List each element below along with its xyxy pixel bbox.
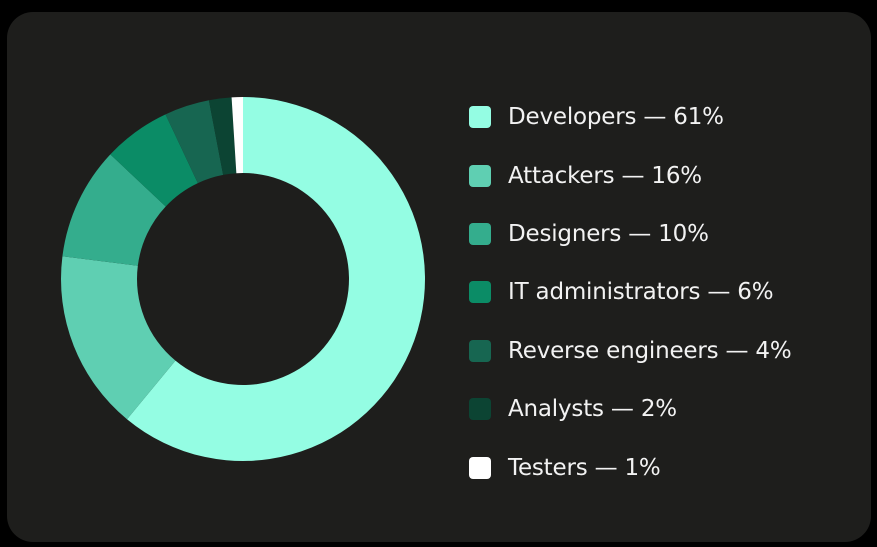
donut-slice-designers (62, 154, 166, 266)
legend-item: Testers — 1% (469, 438, 792, 496)
legend-label: Attackers — 16% (508, 162, 702, 189)
donut-chart (61, 97, 425, 461)
chart-card: Developers — 61% Attackers — 16% Designers… (7, 12, 871, 542)
legend-item: Developers — 61% (469, 88, 792, 146)
legend-label: IT administrators — 6% (508, 279, 774, 306)
donut-slice-reverse-engineers (165, 100, 224, 184)
legend-item: Analysts — 2% (469, 380, 792, 438)
legend-swatch (469, 222, 491, 245)
donut-slice-attackers (61, 256, 176, 420)
donut-slice-developers (126, 97, 425, 461)
donut-slice-it-administrators (110, 114, 198, 207)
legend-item: IT administrators — 6% (469, 263, 792, 321)
legend-swatch (469, 164, 491, 187)
legend-item: Attackers — 16% (469, 146, 792, 204)
legend-label: Developers — 61% (508, 104, 724, 131)
donut-slice-testers (231, 97, 243, 174)
legend-label: Analysts — 2% (508, 396, 677, 423)
legend-item: Reverse engineers — 4% (469, 322, 792, 380)
legend-item: Designers — 10% (469, 205, 792, 263)
legend-swatch (469, 456, 491, 479)
legend-swatch (469, 281, 491, 304)
legend-label: Testers — 1% (508, 454, 661, 481)
legend-swatch (469, 106, 491, 129)
legend-label: Designers — 10% (508, 220, 709, 247)
chart-legend: Developers — 61% Attackers — 16% Designers… (469, 88, 792, 497)
legend-label: Reverse engineers — 4% (508, 337, 792, 364)
donut-slices (61, 97, 425, 461)
donut-slice-analysts (208, 97, 237, 175)
legend-swatch (469, 339, 491, 362)
legend-swatch (469, 398, 491, 421)
